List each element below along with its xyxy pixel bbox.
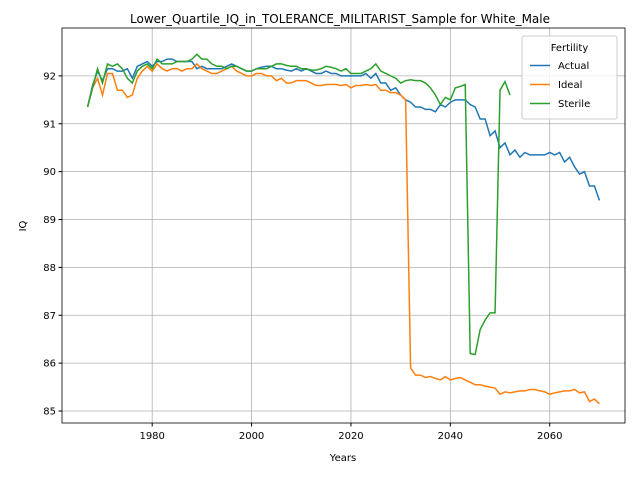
x-tick-label: 2060 [537,431,562,442]
line-series [86,62,600,405]
y-tick-label: 91 [43,119,56,130]
legend-label: Ideal [558,80,582,91]
y-tick-label: 85 [43,407,56,418]
y-tick-label: 90 [43,167,56,178]
legend-title: Fertility [551,43,589,54]
x-tick-label: 1980 [139,431,164,442]
x-axis-label: Years [329,453,356,464]
y-tick-label: 88 [43,263,56,274]
y-tick-label: 86 [43,359,56,370]
line-series [86,53,511,356]
x-tick-label: 2040 [438,431,463,442]
y-tick-label: 89 [43,215,56,226]
x-tick-label: 2000 [239,431,264,442]
y-tick-label: 92 [43,71,56,82]
plot-frame [61,27,626,424]
y-axis-label: IQ [18,220,29,231]
y-tick-label: 87 [43,311,56,322]
legend-label: Sterile [558,99,590,110]
line-series [86,58,601,201]
chart-title: Lower_Quartile_IQ_in_TOLERANCE_MILITARIS… [130,12,550,26]
x-tick-label: 2020 [338,431,363,442]
legend-box [521,35,618,120]
legend: Fertility Actual Ideal Sterile [521,35,618,120]
legend-label: Actual [558,61,589,72]
